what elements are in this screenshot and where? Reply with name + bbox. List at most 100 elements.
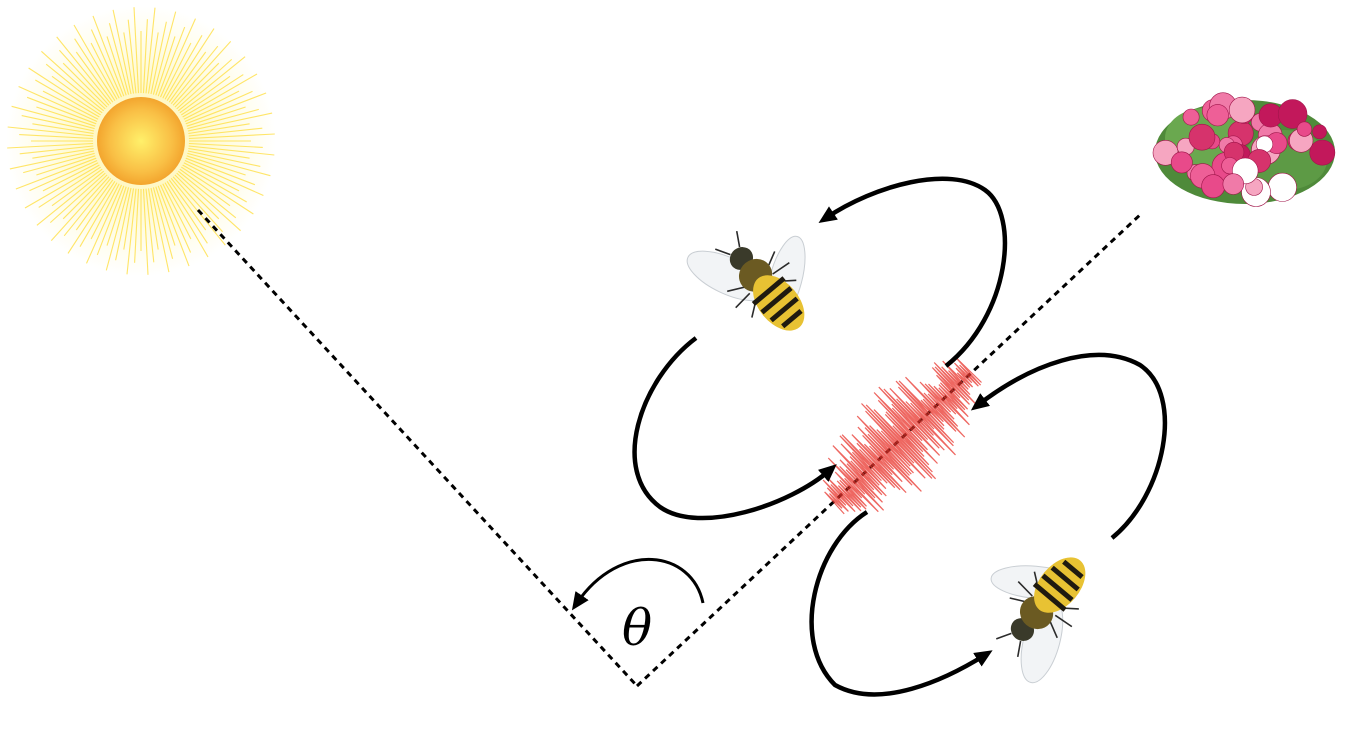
sun-ray — [145, 7, 156, 94]
sun-ray — [123, 188, 135, 250]
sun-ray — [187, 152, 271, 177]
sun-ray — [150, 21, 167, 95]
sun-ray — [168, 51, 207, 103]
flower — [1267, 172, 1297, 202]
sun-ray — [26, 96, 97, 125]
return-loop-left — [632, 336, 837, 521]
sun-direction-line — [196, 208, 639, 688]
sun-rays — [7, 7, 275, 275]
sun-ray — [168, 179, 207, 231]
sun-ray — [172, 176, 224, 233]
sun-ray — [58, 49, 110, 106]
honeybee-icon — [990, 557, 1086, 684]
sun-ray — [186, 106, 246, 127]
sun-ray — [188, 142, 263, 148]
sun-ray — [36, 106, 96, 127]
sun-ray — [174, 174, 220, 220]
sun-ray — [188, 133, 275, 140]
sun-ray — [164, 35, 203, 100]
angle-arc — [571, 557, 705, 611]
sun-ray — [142, 19, 148, 94]
angle-label: θ — [622, 599, 652, 657]
sun-ray — [106, 36, 127, 96]
sun-ray — [182, 73, 258, 118]
honeybee-icon — [686, 230, 806, 331]
sun-ray — [188, 127, 263, 137]
sun-ray — [21, 115, 95, 132]
sun-ray — [108, 23, 130, 95]
sun-ray — [42, 162, 99, 192]
sun-ray — [32, 123, 94, 135]
return-loop-lower — [809, 510, 993, 697]
sun-ray — [176, 172, 241, 232]
sun-ray — [127, 19, 137, 94]
sun-ray — [187, 112, 273, 132]
sun-ray — [176, 58, 233, 110]
sun-ray — [23, 152, 95, 174]
sun-ray — [56, 36, 112, 105]
flower — [1182, 108, 1200, 126]
return-loop-upper — [818, 176, 1008, 368]
sun-ray — [179, 75, 231, 114]
sun-ray — [188, 123, 250, 135]
sun-ray — [179, 168, 231, 207]
sun-ray — [15, 157, 97, 190]
sun-ray — [45, 63, 105, 112]
sun-ray — [134, 188, 140, 263]
sun-ray — [7, 142, 94, 149]
sun-ray — [166, 181, 208, 244]
flower — [1312, 124, 1327, 140]
sun-ray — [42, 90, 99, 120]
sun-ray — [36, 170, 105, 226]
sun-ray — [126, 188, 137, 275]
sun-ray — [172, 41, 232, 106]
sun-ray — [157, 26, 186, 97]
sun-ray — [152, 11, 177, 95]
sun-ray — [187, 108, 259, 130]
flower — [1296, 121, 1313, 137]
sun-ray — [73, 24, 118, 100]
sun-ray — [142, 188, 149, 275]
sun-ray — [162, 183, 192, 240]
sun-ray — [36, 155, 96, 176]
sun-ray — [170, 45, 219, 105]
flower — [1222, 173, 1245, 195]
sun-ray — [159, 184, 192, 253]
sun-ray — [11, 105, 95, 130]
sun-ray — [186, 155, 246, 176]
sun-ray — [50, 176, 110, 241]
flower — [1277, 99, 1308, 129]
sun-ray — [24, 164, 100, 209]
sun-ray — [182, 164, 247, 203]
sun-ray — [90, 29, 123, 98]
return-loop-right — [970, 352, 1168, 540]
flower-bouquet-icon — [1152, 92, 1336, 207]
sun-ray — [7, 126, 94, 137]
sun-ray — [183, 162, 240, 192]
flower — [1170, 151, 1193, 174]
sun-ray — [90, 183, 120, 240]
sun-ray — [96, 185, 125, 256]
sun-ray — [188, 147, 250, 159]
sun-ray — [90, 42, 120, 99]
sun-ray — [164, 182, 209, 258]
flower — [1201, 174, 1226, 199]
sun-ray — [19, 134, 94, 140]
sun-ray — [184, 90, 253, 123]
flower — [1309, 139, 1336, 166]
flower — [1228, 96, 1256, 124]
sun-ray — [159, 18, 197, 98]
sun-ray — [75, 179, 114, 231]
sun-ray — [51, 168, 103, 207]
sun-ray — [177, 56, 246, 112]
waggle-trace — [822, 357, 982, 515]
sun-ray — [150, 187, 170, 273]
sun-ray — [105, 187, 130, 271]
sun-ray — [185, 157, 256, 186]
sun-ray — [155, 186, 176, 246]
sun-ray — [183, 90, 240, 120]
sun-ray — [29, 159, 98, 192]
sun-ray — [9, 150, 95, 170]
sun-ray — [18, 85, 98, 123]
